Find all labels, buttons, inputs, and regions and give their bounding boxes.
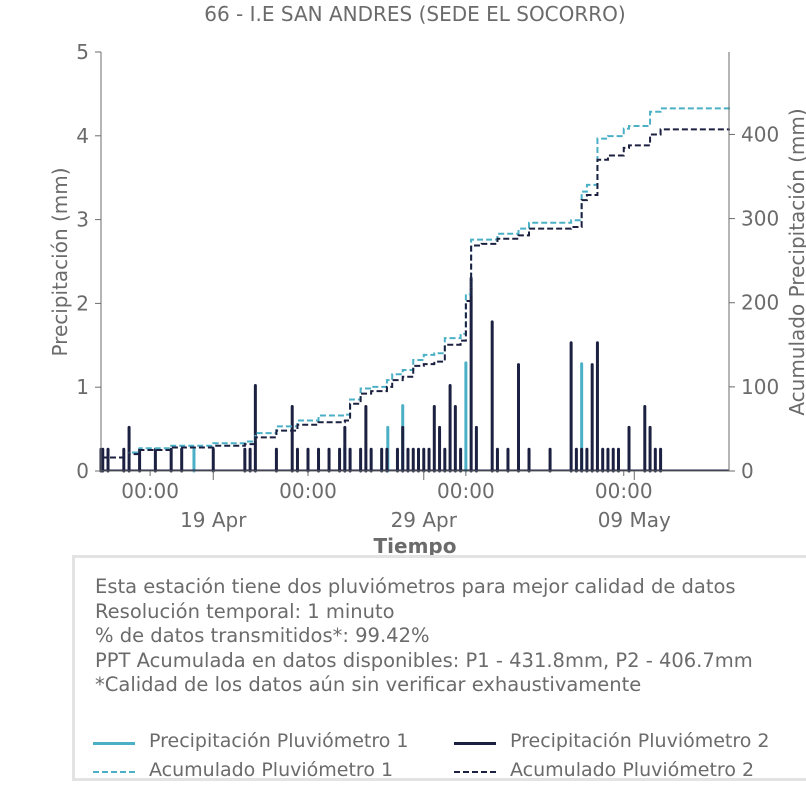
y-tick-label-left: 0 — [76, 459, 89, 483]
info-line-resolution: Resolución temporal: 1 minuto — [95, 599, 395, 623]
y-axis-right-label: Acumulado Precipitación (mm) — [785, 108, 806, 415]
y-tick-label-right: 300 — [741, 207, 779, 231]
legend-swatch-dashed-p2 — [454, 771, 496, 773]
y-tick-label-left: 1 — [76, 375, 89, 399]
x-tick-label-minor: 00:00 — [437, 479, 495, 503]
legend-swatch-dashed-p1 — [93, 771, 135, 773]
y-axis-left-label: Precipitación (mm) — [48, 167, 72, 356]
info-line-quality-note: *Calidad de los datos aún sin verificar … — [95, 673, 642, 696]
legend-swatch-solid-p2 — [454, 742, 496, 745]
info-line-transmitted: % de datos transmitidos*: 99.42% — [95, 624, 430, 647]
y-tick-label-right: 200 — [741, 291, 779, 315]
chart-title: 66 - I.E SAN ANDRES (SEDE EL SOCORRO) — [204, 2, 625, 26]
y-tick-label-left: 3 — [76, 208, 89, 232]
cumulative-line — [101, 107, 730, 459]
legend-label: Precipitación Pluviómetro 1 — [149, 730, 409, 752]
info-line-accumulated: PPT Acumulada en datos disponibles: P1 -… — [95, 648, 753, 672]
x-tick-label-major: 29 Apr — [391, 508, 458, 532]
legend-label: Acumulado Pluviómetro 1 — [149, 759, 394, 781]
info-box: Esta estación tiene dos pluviómetros par… — [72, 555, 806, 781]
x-tick-label-minor: 00:00 — [279, 479, 337, 503]
legend-swatch-solid-p1 — [93, 742, 135, 745]
x-tick-label-minor: 00:00 — [595, 479, 653, 503]
y-tick-label-right: 100 — [741, 375, 779, 399]
info-lines: Esta estación tiene dos pluviómetros par… — [95, 575, 753, 698]
precipitation-bars — [99, 276, 729, 473]
x-tick-label-major: 09 May — [598, 508, 671, 532]
legend-label: Acumulado Pluviómetro 2 — [510, 759, 755, 781]
chart-axes — [100, 52, 730, 472]
y-tick-label-left: 5 — [76, 40, 89, 64]
legend-label: Precipitación Pluviómetro 2 — [510, 730, 770, 752]
x-axis-label: Tiempo — [374, 534, 457, 558]
cumulative-line — [101, 128, 730, 459]
y-tick-label-right: 0 — [741, 459, 754, 483]
y-tick-label-left: 2 — [76, 291, 89, 315]
y-tick-label-right: 400 — [741, 122, 779, 146]
x-tick-label-major: 19 Apr — [180, 508, 247, 532]
x-tick-label-minor: 00:00 — [121, 479, 179, 503]
info-line-station: Esta estación tiene dos pluviómetros par… — [95, 575, 736, 598]
y-tick-label-left: 4 — [76, 124, 89, 148]
cumulative-lines — [101, 107, 730, 459]
precipitation-chart: 66 - I.E SAN ANDRES (SEDE EL SOCORRO) 0 1… — [48, 2, 806, 558]
